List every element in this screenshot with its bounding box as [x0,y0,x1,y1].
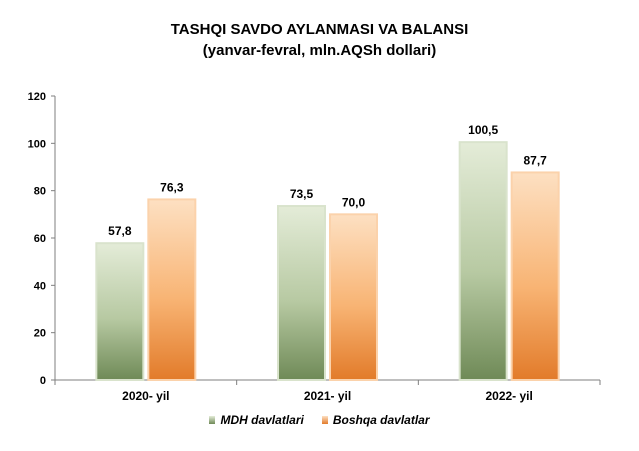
x-tick-label: 2020- yil [122,389,169,403]
chart-subtitle: (yanvar-fevral, mln.AQSh dollari) [202,42,437,59]
data-label: 57,8 [108,224,132,238]
legend-item-mdh: MDH davlatlari [209,413,304,427]
chart-title: TASHQI SAVDO AYLANMASI VA BALANSI [170,21,469,38]
data-label: 70,0 [342,195,366,209]
y-tick-label: 20 [34,328,46,340]
y-tick-label: 40 [34,280,46,292]
y-tick-label: 100 [28,138,46,150]
legend-label-mdh: MDH davlatlari [220,413,304,427]
bar [329,213,378,381]
bar [510,171,560,381]
legend-label-boshqa: Boshqa davlatlar [332,413,430,427]
data-label: 76,3 [160,180,184,194]
legend-item-boshqa: Boshqa davlatlar [321,413,430,427]
y-tick-label: 60 [34,233,46,245]
legend-swatch-mdh [209,416,216,424]
bar [95,242,145,381]
data-label: 100,5 [468,123,498,137]
y-tick-label: 120 [28,91,46,103]
x-tick-label: 2021- yil [304,389,351,403]
y-tick-label: 0 [40,375,46,387]
bar [458,141,508,381]
bar [277,205,326,381]
legend-swatch-boshqa [321,416,328,424]
y-tick-label: 80 [34,186,46,198]
bar [147,198,197,381]
x-tick-label: 2022- yil [485,389,532,403]
data-label: 73,5 [290,187,314,201]
chart-legend: MDH davlatlari Boshqa davlatlar [0,413,639,427]
data-label: 87,7 [523,153,547,167]
